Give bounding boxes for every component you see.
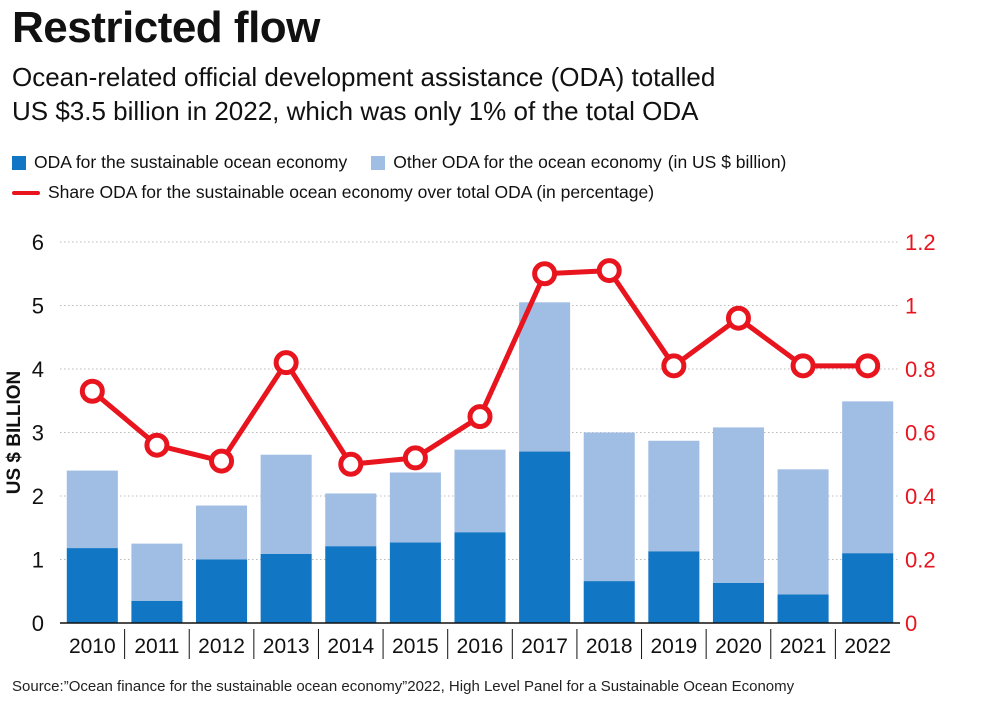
x-tick-label: 2021 xyxy=(780,635,827,658)
bar-sustainable xyxy=(454,532,506,623)
legend-label-share: Share ODA for the sustainable ocean econ… xyxy=(48,182,655,202)
bar-other xyxy=(842,401,894,554)
share-point xyxy=(209,448,235,474)
x-tick-label: 2017 xyxy=(521,635,568,658)
x-tick-label: 2014 xyxy=(327,635,374,658)
bar-other xyxy=(583,432,635,582)
chart-subtitle: Ocean-related official development assis… xyxy=(12,60,972,128)
y2-tick-label: 0.2 xyxy=(905,548,936,573)
y2-tick-label: 1.2 xyxy=(905,230,936,255)
y-tick-label: 2 xyxy=(32,484,44,509)
bar-other xyxy=(389,472,441,543)
x-tick-label: 2012 xyxy=(198,635,245,658)
y-axis-title: US $ BILLION xyxy=(4,371,25,495)
bar-sustainable xyxy=(131,600,183,623)
share-point xyxy=(144,432,170,458)
share-point xyxy=(790,353,816,379)
bar-sustainable xyxy=(66,548,118,623)
y2-tick-label: 0.8 xyxy=(905,357,936,382)
bar-other xyxy=(519,302,571,452)
x-tick-label: 2011 xyxy=(134,635,179,658)
bar-other xyxy=(196,505,248,560)
y-tick-label: 4 xyxy=(32,357,44,382)
x-tick-label: 2010 xyxy=(69,635,116,658)
bar-other xyxy=(66,470,118,549)
legend-row-2: Share ODA for the sustainable ocean econ… xyxy=(12,182,654,203)
share-point xyxy=(402,445,428,471)
legend-label-units: (in US $ billion) xyxy=(667,152,787,172)
legend-swatch-other xyxy=(371,155,386,170)
y-tick-label: 3 xyxy=(32,421,44,446)
x-tick-label: 2020 xyxy=(715,635,762,658)
share-point xyxy=(273,350,299,376)
bar-other xyxy=(648,440,700,552)
bar-sustainable xyxy=(712,582,764,623)
bar-other xyxy=(777,469,829,595)
share-point xyxy=(338,451,364,477)
y2-tick-label: 0 xyxy=(905,611,917,636)
x-tick-label: 2015 xyxy=(392,635,439,658)
legend-swatch-sustainable xyxy=(12,155,26,170)
x-tick-label: 2016 xyxy=(457,635,504,658)
share-point xyxy=(725,305,751,331)
x-tick-label: 2018 xyxy=(586,635,633,658)
bar-other xyxy=(131,543,183,601)
y2-tick-label: 0.4 xyxy=(905,484,936,509)
share-point xyxy=(467,404,493,430)
subtitle-line-1: Ocean-related official development assis… xyxy=(12,62,716,92)
bar-sustainable xyxy=(583,581,635,623)
share-point xyxy=(596,258,622,284)
bar-sustainable xyxy=(519,451,571,623)
subtitle-line-2: US $3.5 billion in 2022, which was only … xyxy=(12,96,699,126)
legend-label-sustainable: ODA for the sustainable ocean economy xyxy=(34,152,348,172)
y-tick-label: 6 xyxy=(32,230,44,255)
x-tick-label: 2022 xyxy=(844,635,891,658)
y-tick-label: 0 xyxy=(32,611,44,636)
bar-sustainable xyxy=(777,594,829,623)
y-tick-label: 5 xyxy=(32,294,44,319)
y2-tick-label: 1 xyxy=(905,294,917,319)
source-note: Source:”Ocean finance for the sustainabl… xyxy=(12,678,795,695)
share-point xyxy=(855,353,881,379)
share-point xyxy=(661,353,687,379)
legend-label-other: Other ODA for the ocean economy xyxy=(393,152,662,172)
bar-sustainable xyxy=(842,553,894,623)
share-point xyxy=(532,261,558,287)
share-point xyxy=(79,378,105,404)
bar-other xyxy=(454,449,506,533)
chart-title: Restricted flow xyxy=(12,3,320,52)
chart-plot: 0 1 2 3 4 5 6 0 0.2 0.4 0.6 0.8 1 1.2 US $ BILLION 2010… xyxy=(4,230,936,659)
y-tick-label: 1 xyxy=(32,548,44,573)
bar-other xyxy=(712,427,764,583)
x-tick-label: 2013 xyxy=(263,635,310,658)
bar-sustainable xyxy=(648,551,700,623)
bar-other xyxy=(325,493,377,547)
bar-sustainable xyxy=(325,546,377,623)
y2-tick-label: 0.6 xyxy=(905,421,936,446)
legend-row-1: ODA for the sustainable ocean economy Ot… xyxy=(12,152,786,173)
bar-other xyxy=(260,454,312,554)
bar-sustainable xyxy=(260,553,312,623)
bar-sustainable xyxy=(389,542,441,623)
x-tick-label: 2019 xyxy=(650,635,697,658)
bar-sustainable xyxy=(196,559,248,623)
legend-swatch-share xyxy=(12,190,40,195)
